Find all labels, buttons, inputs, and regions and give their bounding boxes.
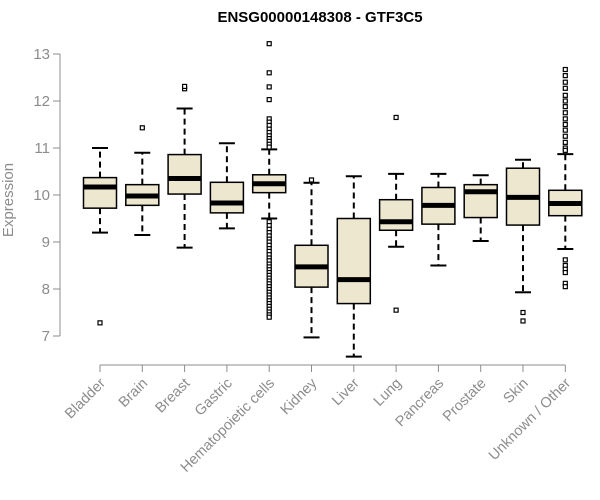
outlier-point	[393, 307, 399, 313]
outlier-point	[562, 85, 568, 91]
boxes-layer	[82, 41, 583, 358]
outlier-point	[562, 98, 568, 104]
y-tick-label: 11	[34, 140, 50, 157]
outlier-point	[562, 104, 568, 110]
outlier-point	[266, 41, 272, 47]
y-tick-label: 8	[42, 281, 50, 298]
x-tick-label: Skin	[501, 376, 532, 407]
x-tick-label: Liver	[329, 375, 363, 409]
y-axis-label: Expression	[0, 163, 17, 237]
outlier-point	[266, 144, 272, 150]
outlier-point	[562, 66, 568, 73]
box-group	[463, 174, 498, 243]
box	[336, 217, 372, 305]
outlier-point	[520, 318, 526, 324]
y-tick-label: 9	[42, 234, 50, 251]
box-group	[294, 177, 329, 339]
box	[82, 176, 118, 209]
outlier-point	[266, 314, 272, 320]
outlier-point	[562, 110, 568, 116]
box-group	[378, 114, 414, 313]
x-tick-label: Bladder	[62, 375, 109, 422]
outlier-point	[266, 84, 272, 90]
outlier-point	[562, 269, 568, 276]
box	[378, 198, 414, 231]
y-tick-label: 7	[42, 328, 50, 345]
outlier-point	[182, 83, 188, 90]
outlier-point	[139, 125, 145, 131]
outlier-point	[562, 127, 568, 133]
x-tick-label: Lung	[371, 376, 405, 410]
outlier-point	[393, 114, 399, 121]
x-tick-label: Kidney	[278, 375, 321, 418]
y-tick-label: 12	[33, 93, 50, 110]
y-tick-label: 10	[33, 187, 50, 204]
outlier-point	[520, 309, 526, 316]
outlier-point	[562, 92, 568, 98]
outlier-point	[562, 116, 568, 122]
box-group	[505, 158, 541, 324]
box-group	[251, 41, 287, 320]
outlier-point	[562, 284, 568, 290]
outlier-point	[562, 257, 568, 263]
chart-title: ENSG00000148308 - GTF3C5	[217, 9, 422, 26]
box-group	[209, 142, 245, 230]
y-tick-label: 13	[33, 46, 50, 63]
box-group	[336, 175, 372, 358]
box-group	[167, 83, 202, 249]
box-group	[421, 172, 456, 267]
outlier-point	[562, 79, 568, 85]
y-axis: 7 8 9 10 11 12 13	[33, 46, 61, 345]
outlier-point	[562, 147, 568, 153]
box	[167, 153, 202, 195]
outlier-point	[562, 133, 568, 139]
box-group	[82, 147, 118, 326]
x-tick-label: Prostate	[440, 376, 489, 425]
outlier-point	[562, 121, 568, 128]
outlier-point	[97, 320, 103, 326]
x-tick-label: Breast	[152, 376, 193, 417]
x-tick-label: Brain	[116, 376, 151, 411]
outlier-point	[562, 139, 568, 145]
outlier-point	[562, 73, 568, 79]
outlier-point	[308, 177, 315, 183]
box-group	[125, 125, 160, 236]
box	[209, 181, 245, 214]
x-tick-label: Unknown / Other	[486, 375, 574, 463]
box-group	[548, 66, 583, 290]
outlier-point	[266, 96, 272, 103]
outlier-point	[266, 70, 272, 76]
